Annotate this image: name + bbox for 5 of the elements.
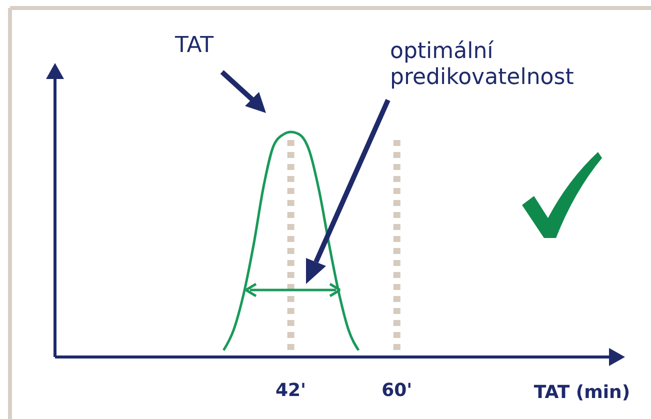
x-axis-title: TAT (min) — [534, 382, 630, 403]
text: TAT — [174, 33, 214, 58]
x-tick-label: 60' — [382, 380, 412, 401]
x-tick-label: 42' — [276, 380, 306, 401]
text: optimální predikovatelnost — [390, 39, 574, 90]
